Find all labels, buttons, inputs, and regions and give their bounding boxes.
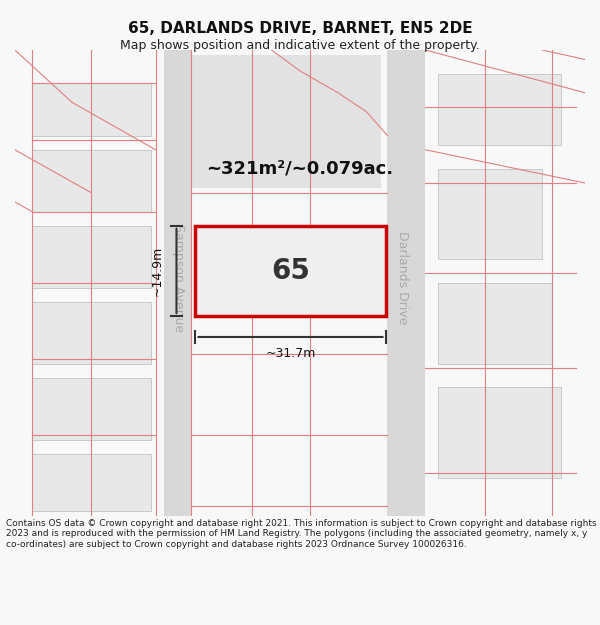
Bar: [191, 55, 381, 188]
Bar: [32, 150, 151, 211]
Bar: [32, 454, 151, 511]
Bar: [438, 388, 562, 478]
Text: Darlands Drive: Darlands Drive: [396, 231, 409, 325]
Text: 65, DARLANDS DRIVE, BARNET, EN5 2DE: 65, DARLANDS DRIVE, BARNET, EN5 2DE: [128, 21, 472, 36]
Text: ~14.9m: ~14.9m: [151, 246, 164, 296]
Bar: [32, 302, 151, 364]
Bar: [32, 226, 151, 288]
Bar: [32, 83, 151, 136]
Bar: [196, 226, 386, 316]
Text: 65: 65: [271, 257, 310, 285]
Bar: [388, 50, 425, 516]
Text: Map shows position and indicative extent of the property.: Map shows position and indicative extent…: [120, 39, 480, 51]
Bar: [164, 50, 191, 516]
Bar: [438, 74, 562, 145]
Text: ~31.7m: ~31.7m: [265, 347, 316, 359]
Bar: [32, 378, 151, 439]
Bar: [438, 282, 552, 364]
Text: Contains OS data © Crown copyright and database right 2021. This information is : Contains OS data © Crown copyright and d…: [6, 519, 596, 549]
Bar: [438, 169, 542, 259]
Text: ~321m²/~0.079ac.: ~321m²/~0.079ac.: [206, 160, 394, 177]
Text: Sampson Avenue: Sampson Avenue: [172, 224, 185, 332]
